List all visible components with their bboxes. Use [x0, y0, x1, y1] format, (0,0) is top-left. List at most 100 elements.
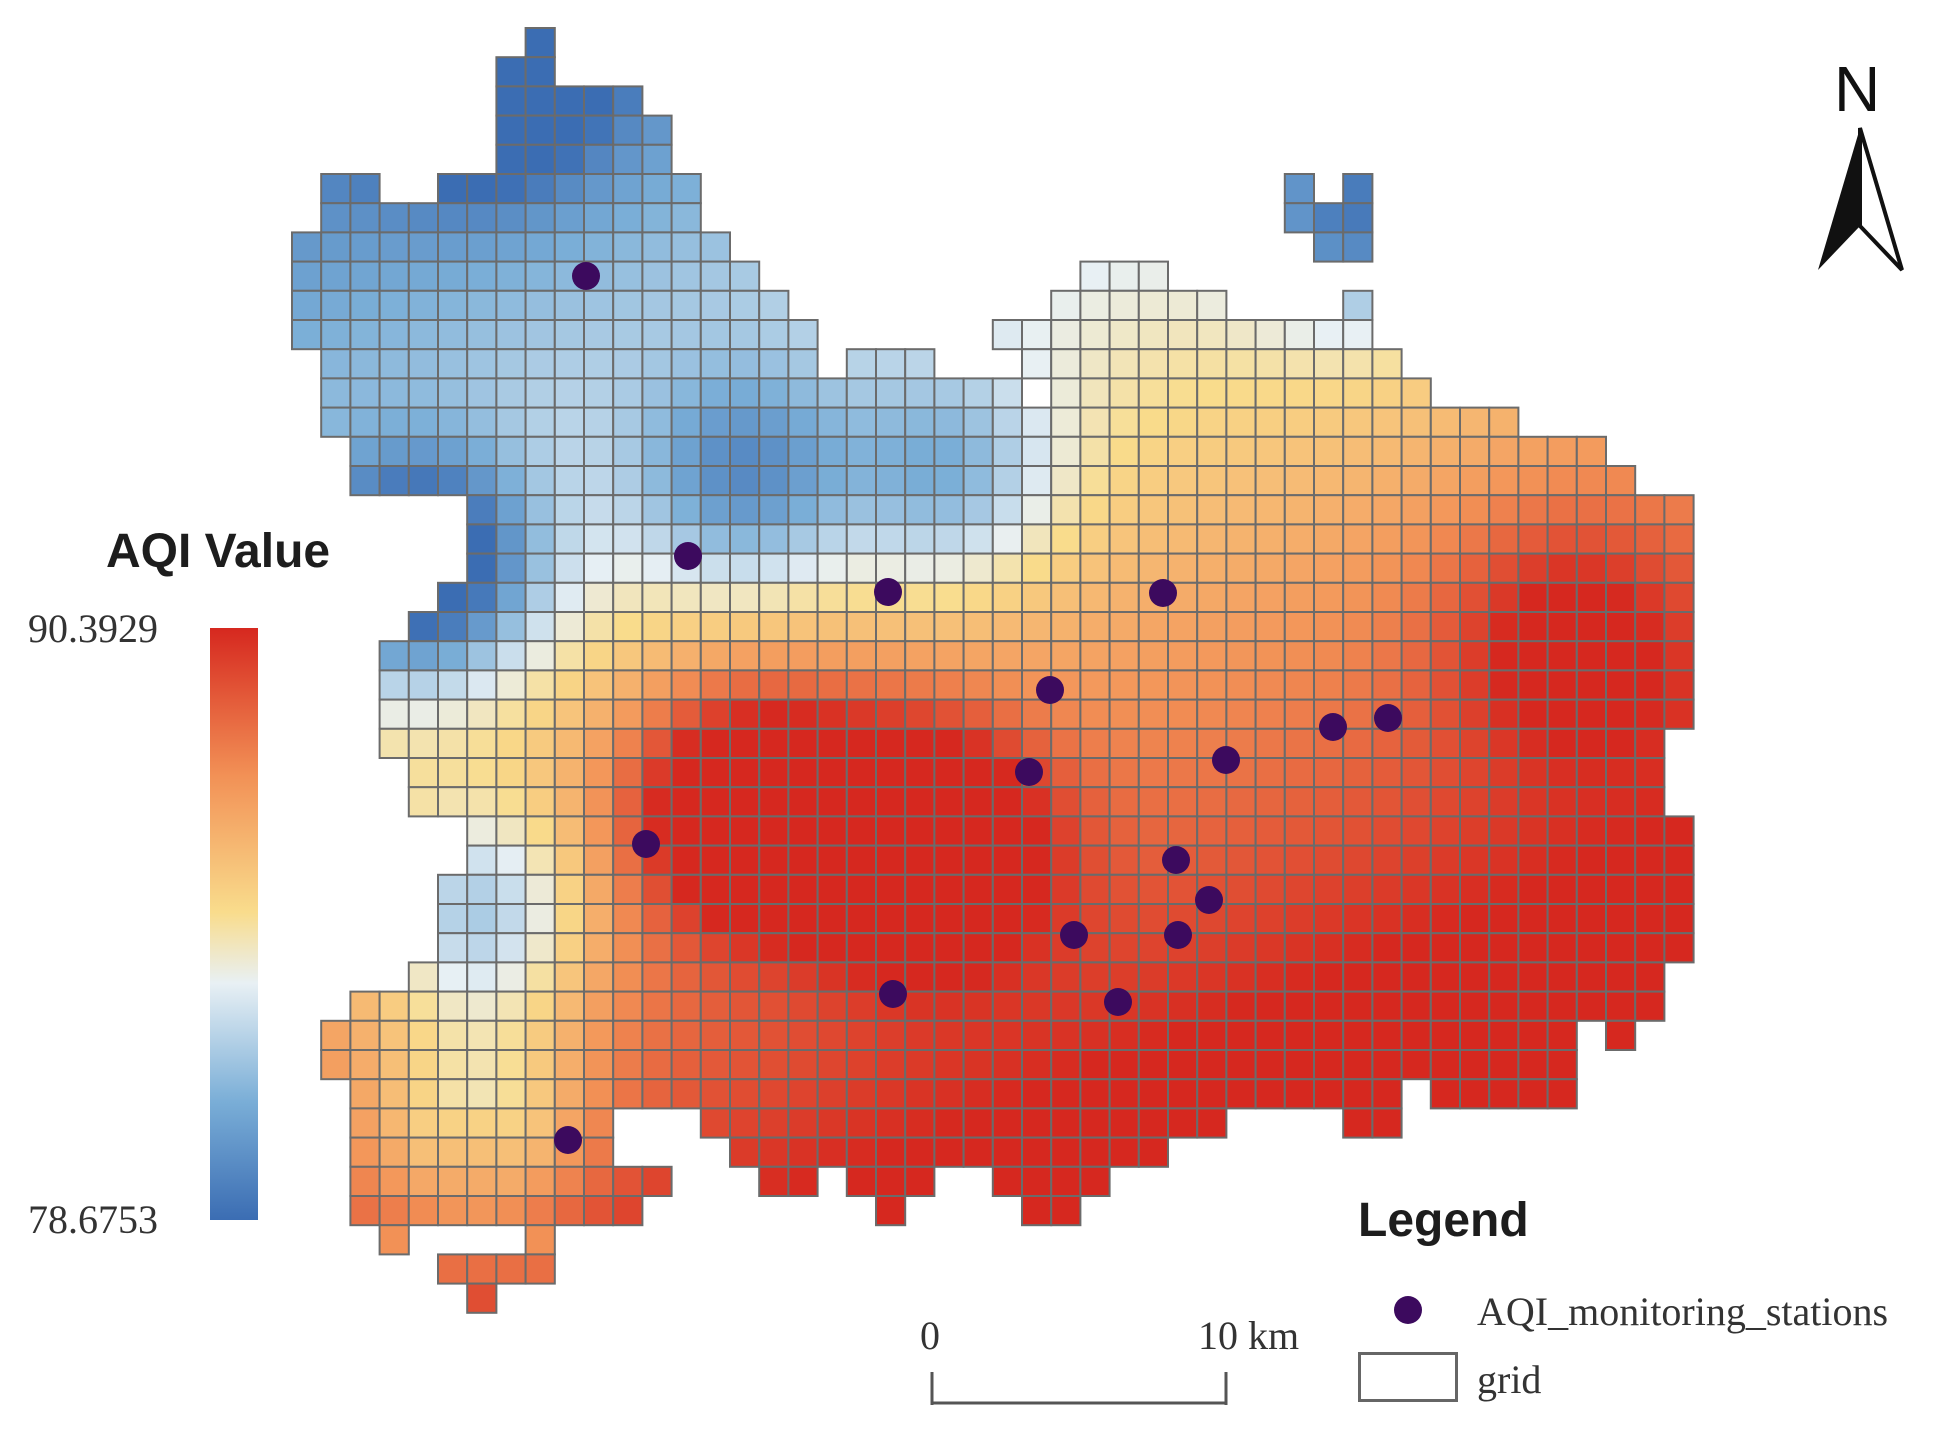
- grid-cell: [1605, 844, 1637, 876]
- grid-cell: [816, 406, 848, 438]
- grid-cell: [845, 815, 877, 847]
- grid-cell: [1283, 406, 1316, 438]
- grid-cell: [1459, 669, 1491, 701]
- grid-cell: [437, 202, 469, 234]
- grid-cell: [1371, 903, 1403, 935]
- grid-cell: [1313, 640, 1345, 672]
- grid-cell: [524, 581, 556, 613]
- grid-cell: [699, 377, 731, 409]
- grid-cell: [1605, 873, 1637, 905]
- grid-cell: [699, 1049, 731, 1081]
- grid-cell: [407, 757, 439, 789]
- grid-cell: [612, 669, 644, 701]
- grid-cell: [407, 669, 439, 701]
- grid-cell: [407, 727, 439, 759]
- grid-cell: [466, 1136, 498, 1168]
- grid-cell: [1605, 903, 1637, 935]
- grid-cell: [1021, 961, 1053, 993]
- grid-cell: [729, 990, 761, 1022]
- grid-cell: [407, 319, 439, 351]
- grid-cell: [962, 873, 994, 905]
- grid-cell: [1400, 377, 1432, 409]
- grid-cell: [1079, 348, 1111, 380]
- grid-cell: [1108, 435, 1140, 467]
- grid-cell: [1634, 757, 1666, 789]
- grid-cell: [437, 1195, 469, 1227]
- grid-cell: [437, 465, 469, 497]
- grid-cell: [758, 406, 790, 438]
- grid-cell: [1429, 640, 1462, 672]
- grid-cell: [1079, 581, 1111, 613]
- grid-cell: [583, 202, 615, 234]
- grid-cell: [641, 932, 673, 964]
- grid-cell: [524, 1136, 556, 1168]
- grid-cell: [1137, 1078, 1170, 1110]
- grid-cell: [1459, 786, 1491, 818]
- grid-cell: [1196, 319, 1228, 351]
- grid-cell: [962, 465, 994, 497]
- grid-cell: [729, 406, 761, 438]
- grid-cell: [1196, 494, 1228, 526]
- grid-cell: [1342, 1107, 1374, 1139]
- grid-cell: [1634, 932, 1666, 964]
- grid-cell: [1429, 435, 1462, 467]
- grid-cell: [524, 786, 556, 818]
- grid-cell: [466, 435, 498, 467]
- grid-cell: [1488, 727, 1520, 759]
- grid-cell: [991, 494, 1023, 526]
- grid-cell: [1167, 815, 1199, 847]
- grid-cell: [1079, 1107, 1111, 1139]
- grid-cell: [553, 727, 585, 759]
- grid-cell: [787, 640, 819, 672]
- grid-cell: [787, 961, 819, 993]
- grid-cell: [1342, 990, 1374, 1022]
- grid-cell: [1225, 698, 1257, 730]
- grid-cell: [1342, 611, 1374, 643]
- grid-cell: [1517, 844, 1549, 876]
- grid-cell: [1546, 815, 1578, 847]
- grid-cell: [1021, 932, 1053, 964]
- grid-cell: [1488, 611, 1520, 643]
- grid-cell: [378, 406, 410, 438]
- grid-cell: [583, 611, 615, 643]
- grid-cell: [641, 611, 673, 643]
- grid-cell: [875, 932, 907, 964]
- grid-cell: [524, 873, 556, 905]
- grid-cell: [1517, 1019, 1549, 1051]
- grid-cell: [933, 435, 965, 467]
- grid-cell: [670, 961, 702, 993]
- grid-cell: [641, 757, 673, 789]
- grid-cell: [875, 1078, 907, 1110]
- grid-cell: [1400, 435, 1432, 467]
- grid-cell: [933, 494, 965, 526]
- grid-cell: [787, 377, 819, 409]
- grid-cell: [553, 1019, 585, 1051]
- grid-cell: [1050, 815, 1082, 847]
- grid-cell: [1546, 961, 1578, 993]
- grid-cell: [758, 523, 790, 555]
- grid-cell: [933, 815, 965, 847]
- grid-cell: [729, 640, 761, 672]
- station-marker: [1319, 713, 1347, 741]
- grid-cell: [1050, 727, 1082, 759]
- grid-cell: [583, 815, 615, 847]
- grid-cell: [1429, 727, 1462, 759]
- grid-cell: [1400, 523, 1432, 555]
- grid-cell: [495, 669, 527, 701]
- grid-cell: [699, 231, 731, 263]
- grid-cell: [1459, 903, 1491, 935]
- grid-cell: [407, 348, 439, 380]
- grid-cell: [1196, 932, 1228, 964]
- grid-cell: [524, 231, 556, 263]
- grid-cell: [1108, 815, 1140, 847]
- grid-cell: [495, 377, 527, 409]
- grid-cell: [699, 786, 731, 818]
- grid-cell: [1196, 552, 1228, 584]
- grid-cell: [991, 377, 1023, 409]
- grid-cell: [1137, 961, 1170, 993]
- grid-cell: [1108, 640, 1140, 672]
- grid-cell: [1254, 552, 1286, 584]
- grid-cell: [1254, 1078, 1286, 1110]
- grid-cell: [1108, 377, 1140, 409]
- grid-cell: [1429, 523, 1462, 555]
